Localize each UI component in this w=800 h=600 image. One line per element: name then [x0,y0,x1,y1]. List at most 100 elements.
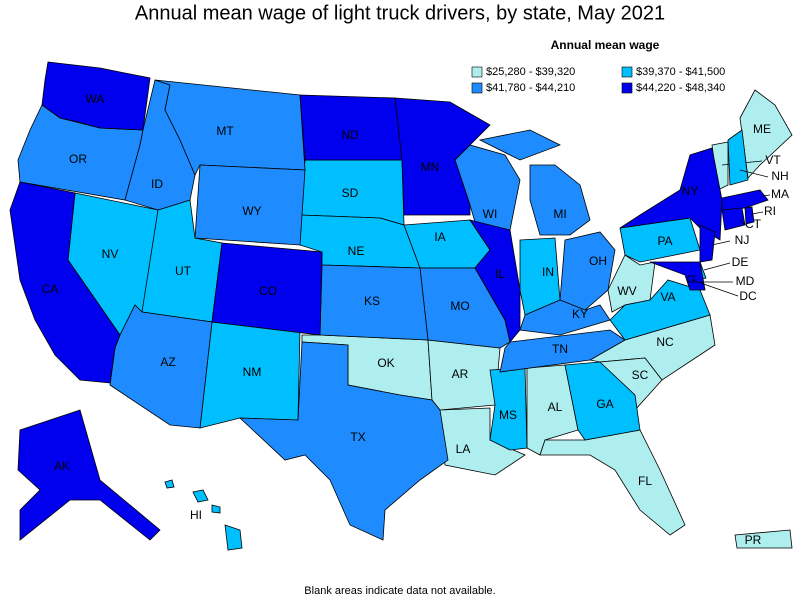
state-label: MA [771,187,789,201]
state-shape [619,147,723,241]
state-shape [609,279,711,341]
state-shape [211,242,323,336]
state-shape [394,97,491,216]
state-label: GA [596,397,613,411]
leader-line [739,169,769,178]
state-label: LA [456,442,471,456]
state-label: AL [548,400,563,414]
leader-line [691,279,739,297]
state-label: KY [572,307,588,321]
state-label: SC [632,368,649,382]
leader-line [739,219,746,226]
state-label: AR [452,367,469,381]
state-label: OR [69,152,87,166]
state-label: DE [732,255,749,269]
leader-line [761,194,771,197]
state-label: NH [771,169,788,183]
state-shape [469,219,521,343]
state-label: VA [660,290,675,304]
state-label: NV [102,247,119,261]
state-shape [721,207,746,231]
state-shape [499,329,626,373]
state-label: ME [753,122,771,136]
state-label: AZ [160,355,175,369]
legend-label: $44,220 - $48,340 [636,82,725,94]
leader-line [703,262,731,271]
footnote: Blank areas indicate data not available. [304,585,495,597]
state-shape [744,206,755,225]
state-label: WY [242,204,261,218]
state-label: PR [745,533,762,547]
state-label: WA [86,92,105,106]
state-label: CA [42,282,59,296]
state-shape [454,144,521,231]
state-label: UT [175,264,192,278]
state-label: SD [342,186,359,200]
state-label: NM [243,365,262,379]
state-shape [564,361,641,441]
state-label: RI [764,204,776,218]
state-shape [734,529,793,549]
state-label: NJ [735,233,750,247]
state-shape [607,254,656,313]
legend-label: $39,370 - $41,500 [636,66,725,78]
state-label: AK [54,459,70,473]
state-shape [649,261,706,291]
state-label: VT [765,153,781,167]
state-shape [9,181,121,384]
state-shape [192,489,209,503]
state-label: ND [341,128,359,142]
map-title: Annual mean wage of light truck drivers,… [135,2,665,24]
state-label: TN [552,342,568,356]
state-label: CO [259,284,277,298]
state-label: TX [350,430,365,444]
legend-label: $25,280 - $39,320 [486,66,575,78]
state-shape [41,61,151,131]
legend-swatch [621,66,633,78]
state-label: PA [657,234,672,248]
state-label: MO [450,299,469,313]
state-label: MS [499,408,517,422]
state-shape [439,407,526,476]
state-shape [727,129,749,186]
legend-swatch [471,82,483,94]
state-shape [529,164,591,236]
state-shape [478,129,561,161]
state-label: MI [553,207,566,221]
state-shape [211,504,221,514]
state-shape [238,341,449,541]
state-label: KS [364,294,380,308]
state-shape [687,275,695,283]
state-label: IL [495,267,505,281]
state-label: MN [421,160,440,174]
state-label: OK [377,356,394,370]
state-label: NY [682,184,699,198]
state-label: WV [617,284,636,298]
state-shape [224,524,243,551]
state-label: WI [483,207,498,221]
leader-line [751,211,764,215]
state-label: MT [216,124,234,138]
legend-swatch [621,82,633,94]
state-shape [109,304,213,429]
state-shape [519,299,611,336]
state-label: IN [542,265,554,279]
state-label: ID [151,177,163,191]
legend-swatch [471,66,483,78]
state-label: NC [656,335,674,349]
state-label: OH [589,254,607,268]
state-shape [164,479,175,489]
state-shape [194,164,306,246]
state-shape [721,189,769,211]
state-label: FL [638,474,652,488]
state-label: NE [348,244,365,258]
leader-line [711,240,731,246]
state-shape [559,231,616,311]
state-label: DC [739,289,757,303]
state-label: IA [434,230,445,244]
state-shape [539,429,686,536]
state-label: MD [736,274,755,288]
legend-label: $41,780 - $44,210 [486,82,575,94]
state-shape [17,409,161,541]
